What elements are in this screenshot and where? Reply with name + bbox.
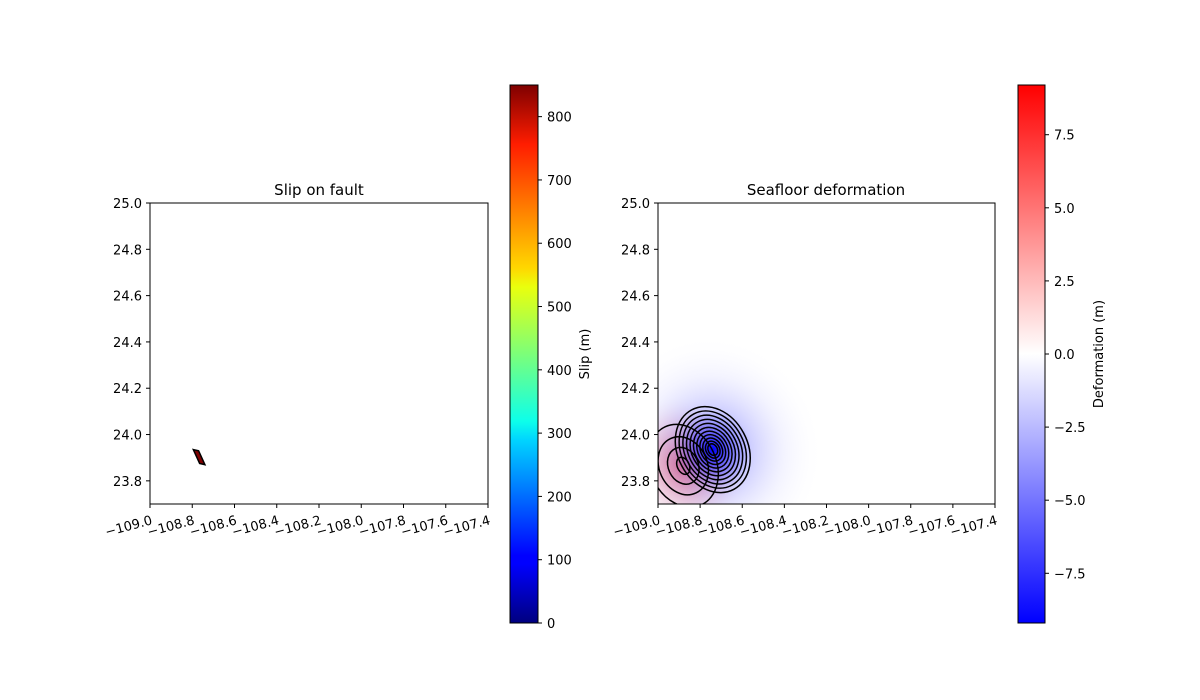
- y-tick-label: 24.6: [113, 290, 142, 305]
- y-tick-label: 24.2: [113, 382, 142, 397]
- colorbar-tick-label: −2.5: [1054, 421, 1086, 436]
- y-tick-label: 23.8: [113, 475, 142, 490]
- y-tick-label: 24.0: [621, 429, 650, 444]
- y-tick-label: 24.8: [621, 243, 650, 258]
- subsidence-contour: [682, 414, 744, 485]
- deformation-panel: Seafloor deformation −109.0−108.8−108.6−…: [612, 181, 999, 540]
- y-tick-label: 24.2: [621, 382, 650, 397]
- subsidence-contour: [678, 410, 748, 489]
- deformation-colorbar-label: Deformation (m): [1092, 300, 1107, 408]
- slip-panel: Slip on fault −109.0−108.8−108.6−108.4−1…: [104, 181, 492, 540]
- colorbar-tick-label: 200: [547, 490, 572, 505]
- y-tick-label: 24.4: [621, 336, 650, 351]
- y-tick-label: 23.8: [621, 475, 650, 490]
- slip-colorbar-ticks: 0 100 200 300 400 500 600 700 800: [538, 111, 572, 632]
- deformation-colorbar-ticks: −7.5 −5.0 −2.5 0.0 2.5 5.0 7.5: [1045, 129, 1086, 582]
- colorbar-tick-label: 400: [547, 364, 572, 379]
- slip-colorbar: 0 100 200 300 400 500 600 700 800 Slip (m): [509, 84, 593, 632]
- colorbar-tick-label: 800: [547, 111, 572, 126]
- colorbar-tick-label: 2.5: [1054, 275, 1075, 290]
- subsidence-contour: [704, 440, 721, 459]
- colorbar-tick-label: −5.0: [1054, 494, 1086, 509]
- subsidence-contour: [692, 426, 733, 473]
- colorbar-tick-label: 7.5: [1054, 129, 1075, 144]
- subsidence-contour: [689, 422, 737, 477]
- deformation-y-axis: 23.8 24.0 24.2 24.4 24.6 24.8 25.0: [621, 197, 658, 490]
- y-tick-label: 24.8: [113, 243, 142, 258]
- slip-plot-area: [149, 202, 489, 505]
- y-tick-label: 25.0: [113, 197, 142, 212]
- colorbar-tick-label: 500: [547, 301, 572, 316]
- colorbar-tick-label: 0.0: [1054, 348, 1075, 363]
- x-tick-label: −107.4: [442, 513, 492, 540]
- colorbar-tick-label: 0: [547, 617, 555, 632]
- subsidence-contour: [702, 437, 724, 462]
- subsidence-contour: [685, 418, 740, 481]
- deformation-x-axis: −109.0−108.8−108.6−108.4−108.2−108.0−107…: [612, 504, 999, 540]
- subsidence-contours: [674, 405, 751, 494]
- subsidence-contour: [707, 443, 719, 457]
- subsidence-contour: [696, 430, 730, 469]
- colorbar-tick-label: −7.5: [1054, 567, 1086, 582]
- colorbar-tick-label: 300: [547, 427, 572, 442]
- subsidence-contour: [674, 405, 751, 494]
- slip-y-axis: 23.8 24.0 24.2 24.4 24.6 24.8 25.0: [113, 197, 150, 490]
- colorbar-tick-label: 600: [547, 237, 572, 252]
- slip-x-axis: −109.0−108.8−108.6−108.4−108.2−108.0−107…: [104, 504, 492, 540]
- deformation-panel-title: Seafloor deformation: [747, 181, 905, 199]
- slip-colorbar-label: Slip (m): [578, 329, 593, 380]
- y-tick-label: 25.0: [621, 197, 650, 212]
- fault-patch: [192, 448, 207, 466]
- uplift-contour: [658, 423, 720, 504]
- x-tick-label: −107.4: [949, 513, 999, 540]
- subsidence-contour: [699, 433, 727, 466]
- slip-panel-title: Slip on fault: [274, 181, 364, 199]
- colorbar-tick-label: 700: [547, 174, 572, 189]
- deformation-colorbar: −7.5 −5.0 −2.5 0.0 2.5 5.0 7.5 Deformation (m): [1017, 84, 1107, 624]
- y-tick-label: 24.4: [113, 336, 142, 351]
- y-tick-label: 24.6: [621, 290, 650, 305]
- y-tick-label: 24.0: [113, 429, 142, 444]
- colorbar-tick-label: 100: [547, 554, 572, 569]
- colorbar-tick-label: 5.0: [1054, 202, 1075, 217]
